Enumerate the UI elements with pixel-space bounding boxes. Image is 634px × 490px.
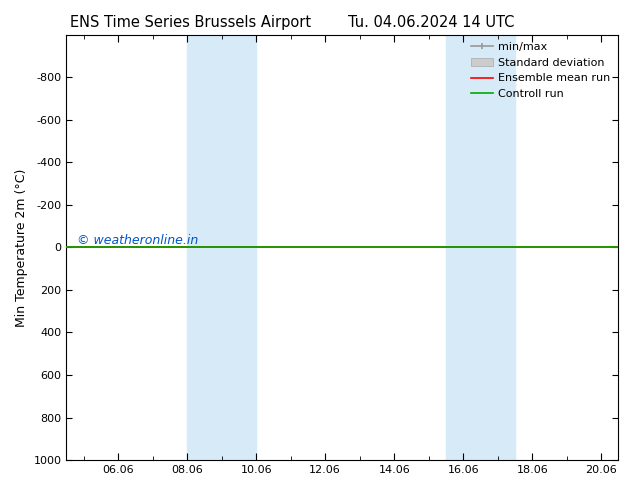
Bar	[446, 35, 515, 460]
Legend: min/max, Standard deviation, Ensemble mean run, Controll run: min/max, Standard deviation, Ensemble me…	[466, 38, 615, 103]
Y-axis label: Min Temperature 2m (°C): Min Temperature 2m (°C)	[15, 168, 28, 326]
Bar	[187, 35, 256, 460]
Text: © weatheronline.in: © weatheronline.in	[77, 235, 198, 247]
Text: Tu. 04.06.2024 14 UTC: Tu. 04.06.2024 14 UTC	[348, 15, 514, 30]
Text: ENS Time Series Brussels Airport: ENS Time Series Brussels Airport	[70, 15, 311, 30]
